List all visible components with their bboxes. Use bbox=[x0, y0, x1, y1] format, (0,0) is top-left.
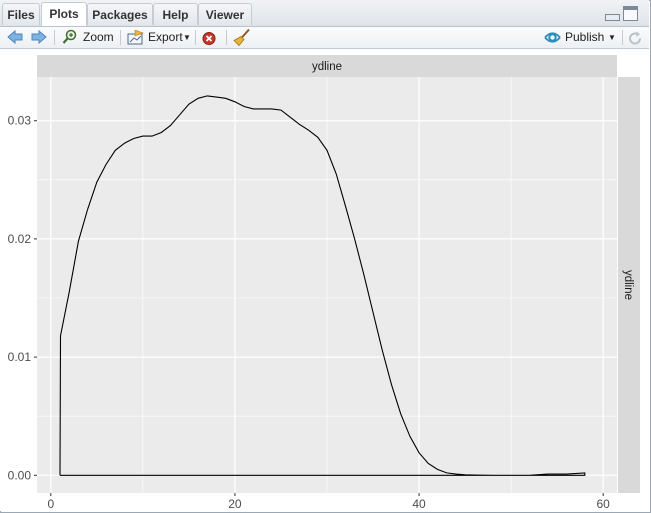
maximize-icon[interactable] bbox=[623, 6, 638, 21]
y-tick-label: 0.00 bbox=[8, 468, 32, 482]
forward-arrow-icon[interactable] bbox=[31, 30, 47, 44]
export-label: Export bbox=[148, 30, 183, 44]
density-line bbox=[59, 95, 586, 476]
publish-icon bbox=[544, 32, 561, 43]
grid-lines bbox=[37, 77, 617, 493]
facet-strip-right bbox=[618, 77, 640, 493]
publish-button[interactable]: Publish ▼ bbox=[544, 28, 618, 47]
export-icon bbox=[127, 30, 144, 45]
tab-bar: Files Plots Packages Help Viewer bbox=[0, 0, 649, 27]
x-tick-label: 20 bbox=[228, 497, 242, 511]
toolbar-separator bbox=[226, 30, 227, 45]
chevron-down-icon: ▼ bbox=[183, 33, 191, 42]
remove-plot-icon[interactable] bbox=[202, 29, 216, 48]
y-tick-label: 0.01 bbox=[8, 350, 32, 364]
plot-area: ydline ydline 0 20 40 60 0.00 0.01 0.02 0.03 bbox=[0, 49, 649, 511]
tab-plots[interactable]: Plots bbox=[41, 2, 87, 26]
tab-viewer[interactable]: Viewer bbox=[198, 3, 252, 25]
y-tick-label: 0.02 bbox=[8, 232, 32, 246]
toolbar-separator bbox=[54, 30, 55, 45]
zoom-button[interactable]: Zoom bbox=[62, 28, 117, 47]
tab-files[interactable]: Files bbox=[2, 3, 40, 25]
plot-toolbar: Zoom Export ▼ Publish ▼ bbox=[0, 27, 649, 49]
x-tick-label: 60 bbox=[597, 497, 611, 511]
facet-strip-top bbox=[37, 55, 617, 77]
toolbar-separator bbox=[195, 30, 196, 45]
facet-strip-top-label: ydline bbox=[312, 61, 342, 73]
chevron-down-icon: ▼ bbox=[608, 33, 616, 42]
minimize-icon[interactable] bbox=[605, 14, 620, 21]
y-tick-label: 0.03 bbox=[8, 114, 32, 128]
axes: 0 20 40 60 0.00 0.01 0.02 0.03 bbox=[8, 114, 611, 511]
refresh-icon[interactable] bbox=[627, 29, 643, 48]
zoom-icon bbox=[62, 29, 77, 44]
toolbar-separator bbox=[120, 30, 121, 45]
x-tick-label: 0 bbox=[47, 497, 54, 511]
toolbar-separator bbox=[622, 30, 623, 45]
publish-label: Publish bbox=[565, 30, 605, 44]
tab-help[interactable]: Help bbox=[153, 3, 198, 25]
facet-strip-right-label: ydline bbox=[622, 270, 634, 300]
tab-packages[interactable]: Packages bbox=[87, 3, 153, 25]
back-arrow-icon[interactable] bbox=[7, 30, 23, 44]
broom-icon[interactable] bbox=[233, 28, 251, 47]
export-button[interactable]: Export ▼ bbox=[127, 28, 192, 47]
x-tick-label: 40 bbox=[412, 497, 426, 511]
zoom-label: Zoom bbox=[83, 30, 114, 44]
window-controls bbox=[605, 6, 641, 22]
